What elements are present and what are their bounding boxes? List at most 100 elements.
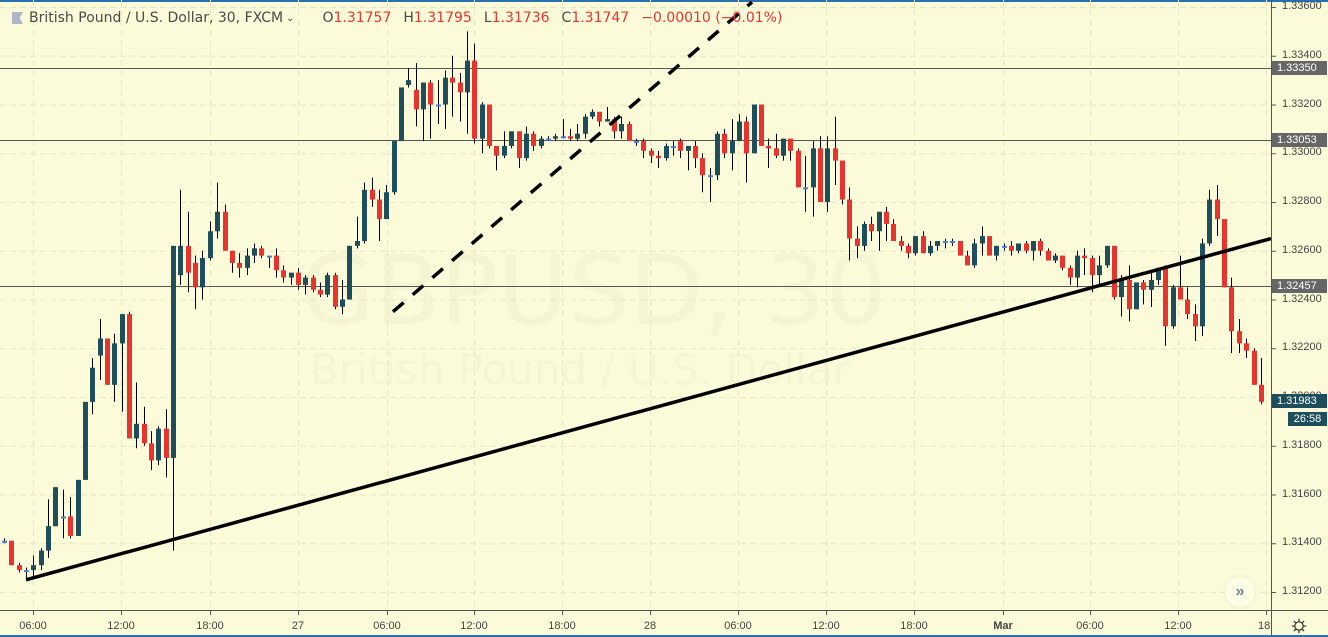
price-tick-label: 1.31800 (1282, 438, 1322, 451)
candle-body (318, 289, 323, 295)
candle-body (546, 138, 551, 141)
candle-body (649, 150, 654, 156)
price-change: −0.00010 (−0.01%) (641, 10, 783, 26)
candle-body (186, 245, 191, 273)
candle-body (678, 141, 683, 151)
hline-price-tag: 1.33053 (1272, 133, 1327, 147)
trendline-solid[interactable] (25, 236, 1272, 582)
candle-body (877, 211, 882, 232)
candle-body (347, 245, 352, 300)
candle-body (1105, 245, 1110, 266)
price-tick-label: 1.32600 (1282, 243, 1322, 256)
candle-body (972, 243, 977, 266)
time-tick-label: Mar (993, 620, 1013, 632)
candle-body (855, 238, 860, 246)
candle-body (1009, 245, 1014, 251)
candle-body (656, 155, 661, 159)
candle-body (708, 175, 713, 178)
candle-body (428, 82, 433, 105)
candle-body (833, 148, 838, 161)
time-tick-label: 18:00 (196, 620, 224, 632)
symbol-title[interactable]: British Pound / U.S. Dollar, 30, FXCM (29, 10, 284, 26)
candle-body (686, 145, 691, 151)
candle-body (847, 199, 852, 239)
time-tick-label: 06:00 (724, 620, 752, 632)
candle-body (1112, 245, 1117, 298)
candle-body (1141, 282, 1146, 290)
price-tick-label: 1.31200 (1282, 585, 1322, 597)
candle-body (149, 443, 154, 461)
candle-body (178, 245, 183, 276)
window-bottom-border (0, 635, 1328, 637)
candle-body (818, 148, 823, 202)
candle-body (531, 133, 536, 146)
ohlc-close: C1.31747 (561, 10, 630, 26)
trendlines[interactable] (25, 0, 1272, 582)
candle-body (259, 248, 264, 256)
candle-body (296, 272, 301, 285)
candle-body (583, 116, 588, 134)
candle-body (76, 479, 81, 536)
candle-body (120, 314, 125, 344)
candle-body (208, 231, 213, 259)
candle-body (605, 119, 610, 122)
candle-body (634, 141, 639, 144)
trendline-dashed[interactable] (391, 0, 754, 314)
candle-body (436, 104, 441, 107)
candle-body (53, 487, 58, 527)
candle-body (362, 189, 367, 241)
time-tick-label: 18:00 (1258, 620, 1272, 632)
candle-body (965, 255, 970, 266)
candle-body (752, 104, 757, 154)
candle-body (700, 158, 705, 176)
candle-body (539, 138, 544, 146)
candle-body (744, 121, 749, 154)
candle-body (1178, 287, 1183, 300)
candle-body (274, 255, 279, 271)
candle-body (303, 277, 308, 285)
candle-body (46, 526, 51, 551)
candle-body (31, 565, 36, 571)
price-tick-label: 1.32400 (1282, 292, 1322, 305)
candle-body (333, 275, 338, 307)
candle-body (994, 245, 999, 256)
candle-body (1075, 255, 1080, 278)
candle-body (267, 255, 272, 258)
candle-body (788, 138, 793, 151)
candle-body (230, 250, 235, 263)
price-tick-label: 1.33200 (1282, 97, 1322, 110)
candle-body (1053, 255, 1058, 261)
candle-body (1127, 280, 1132, 310)
candle-body (1134, 282, 1139, 310)
candle-body (164, 428, 169, 458)
scroll-to-realtime-button[interactable]: » (1225, 577, 1255, 607)
last-price-tag: 1.31983 (1272, 394, 1327, 408)
candle-body (840, 160, 845, 200)
candle-body (98, 338, 103, 356)
candle-body (311, 277, 316, 290)
symbol-legend[interactable]: British Pound / U.S. Dollar, 30, FXCM ⌄ … (12, 8, 782, 28)
chevron-down-icon[interactable]: ⌄ (286, 12, 295, 24)
double-chevron-right-icon: » (1235, 583, 1245, 600)
hline-price-tag: 1.32457 (1272, 279, 1327, 293)
candle-body (112, 343, 117, 385)
candle-body (392, 141, 397, 193)
candle-body (811, 148, 816, 188)
chart-settings-button[interactable] (1291, 618, 1307, 634)
horizontal-lines[interactable] (0, 68, 1271, 287)
hline-price-tag: 1.33350 (1272, 61, 1327, 75)
candle-body (355, 241, 360, 246)
candle-body (340, 299, 345, 307)
candle-body (450, 77, 455, 83)
candle-body (759, 104, 764, 146)
candle-body (619, 124, 624, 132)
candle-body (9, 540, 14, 566)
candle-body (377, 199, 382, 220)
candle-body (1031, 241, 1036, 251)
candle-body (884, 211, 889, 224)
price-tick-label: 1.33600 (1282, 0, 1322, 12)
candle-body (472, 60, 477, 139)
candle-body (1193, 314, 1198, 327)
